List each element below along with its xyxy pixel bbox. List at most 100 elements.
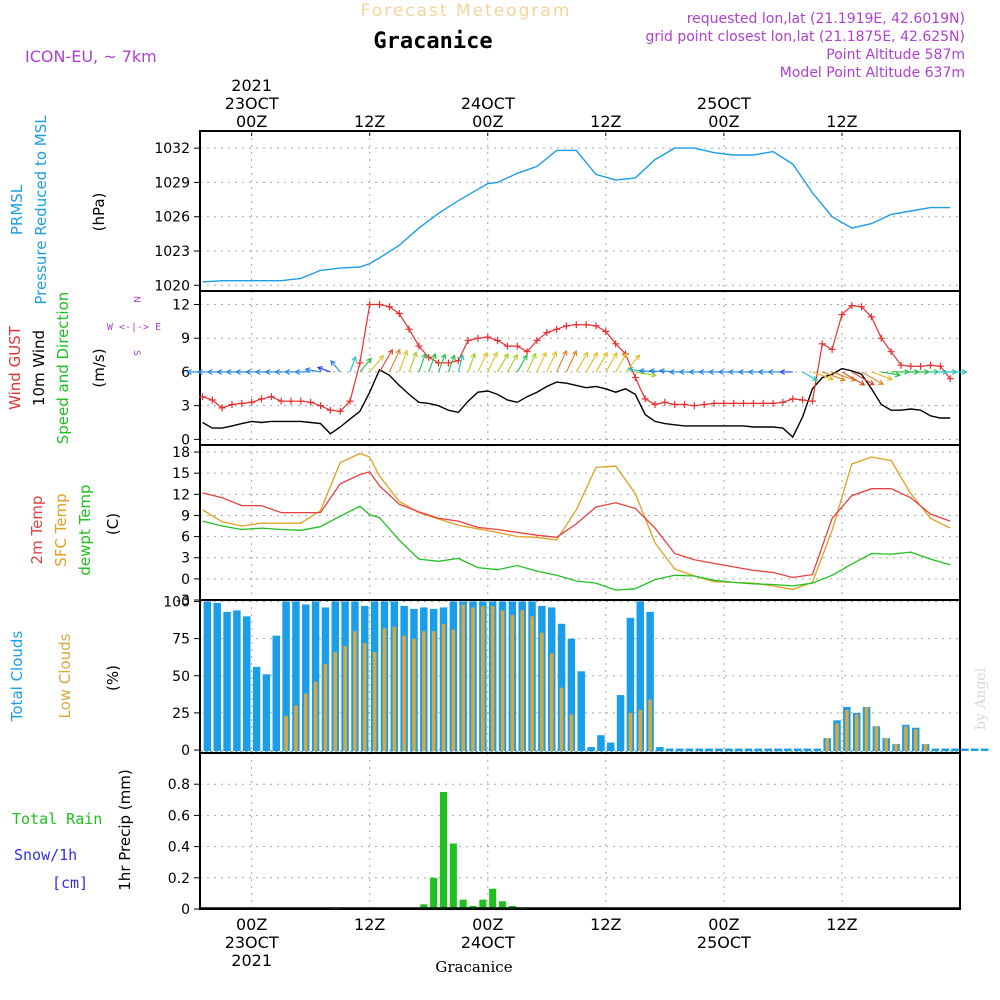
time-label: 12Z [354, 112, 385, 131]
wind-arrow-head [294, 369, 301, 375]
total-cloud-bar [675, 748, 684, 752]
gust-marker [651, 401, 659, 409]
wind-arrow [428, 353, 436, 373]
low-cloud-bar [559, 687, 564, 752]
low-clouds-label: Low Clouds [56, 633, 74, 718]
total-cloud-bar [282, 601, 290, 752]
wind-arrow [625, 354, 640, 373]
y-tick-label: 9 [181, 331, 190, 347]
gust-marker [759, 399, 767, 407]
low-cloud-bar [628, 712, 633, 752]
wind-speed-line [202, 367, 951, 439]
y-tick-label: 1032 [154, 141, 190, 157]
gust-marker [297, 397, 305, 405]
gust-marker [867, 313, 875, 321]
wind-arrow [477, 352, 488, 373]
time-label: 23OCT [225, 933, 279, 952]
low-cloud-bar [431, 631, 436, 752]
gust-marker [877, 334, 885, 342]
gust-marker [405, 325, 413, 333]
temp2m-label: 2m Temp [28, 496, 46, 565]
total-cloud-bar [223, 611, 231, 752]
total-cloud-bar [744, 748, 753, 752]
time-label: 12Z [826, 915, 857, 934]
wind-arrow-head [402, 349, 409, 356]
total-cloud-bar [203, 601, 212, 752]
total-cloud-bar [715, 748, 723, 752]
total-cloud-bar [666, 748, 674, 752]
total-cloud-bar [725, 748, 733, 752]
wind-arrow-head [727, 369, 734, 375]
wind-arrow [516, 354, 528, 373]
wind-arrow [526, 353, 537, 373]
requested-coords: requested lon,lat (21.1919E, 42.6019N) [687, 11, 965, 27]
gust-marker [700, 401, 708, 409]
y-tick-label: -3 [176, 593, 190, 609]
total-cloud-bar [931, 748, 940, 752]
precip-plot: 0 0.2 0.4 0.6 0.8 [168, 752, 961, 918]
wind-arrow-head [562, 349, 568, 356]
wind-arrow [487, 352, 498, 373]
wind-arrow-head [206, 369, 213, 375]
wind-arrow [369, 355, 384, 373]
gust-marker [690, 402, 698, 410]
gust-marker [395, 309, 403, 317]
gust-marker [661, 398, 669, 406]
wind-arrow-head [583, 351, 589, 358]
wind-arrow-head [512, 353, 518, 360]
wind-unit: (m/s) [90, 348, 108, 387]
gust-marker [749, 399, 757, 407]
precip-panel: Total Rain Snow/1h [cm] 1hr Precip (mm) … [12, 752, 961, 918]
low-cloud-bar [540, 632, 544, 752]
wind-direction-label: Speed and Direction [54, 292, 72, 445]
wind-arrow-head [503, 352, 509, 359]
wind-arrow [330, 360, 341, 373]
wind-arrow [506, 354, 518, 373]
wind-arrow [575, 352, 589, 373]
gust-marker [513, 342, 521, 350]
wind-arrow [605, 352, 618, 373]
wind-arrow [595, 352, 608, 373]
gust-marker [543, 329, 551, 337]
wind-arrow-head [621, 352, 627, 359]
wind-arrow-head [859, 380, 866, 386]
y-tick-label: 0 [181, 743, 190, 759]
gust-marker [671, 401, 679, 409]
time-label: 12Z [590, 112, 621, 131]
wind-arrow-head [274, 369, 281, 375]
low-cloud-bar [904, 726, 908, 752]
wind-arrow-head [827, 375, 835, 381]
wind-arrow-head [612, 351, 618, 358]
wind-arrow [585, 352, 598, 373]
low-cloud-bar [894, 744, 898, 752]
wind-arrow-head [894, 371, 901, 378]
precip-ylabel: 1hr Precip (mm) [116, 769, 134, 890]
wind-arrow-head [757, 369, 764, 375]
total-cloud-bar [646, 611, 654, 752]
gust-marker [444, 359, 452, 367]
total-cloud-bar [252, 666, 261, 752]
wind-arrow-head [839, 376, 846, 382]
gust-marker [356, 359, 364, 367]
gust-marker [887, 348, 895, 356]
time-label: 23OCT [225, 94, 279, 113]
pressure-panel: PRMSL Pressure Reduced to MSL (hPa) 1020… [8, 115, 961, 305]
rain-bar [498, 901, 507, 909]
gust-marker [494, 336, 502, 344]
gust-marker [740, 399, 748, 407]
time-label: 00Z [472, 112, 503, 131]
total-cloud-bar [557, 623, 566, 752]
total-cloud-bar [764, 748, 772, 752]
wind-arrow-head [887, 375, 894, 381]
gust-marker [238, 399, 246, 407]
gust-marker [838, 311, 846, 319]
wind-arrow-head [648, 368, 655, 374]
gust-marker [257, 395, 265, 403]
time-label: 00Z [472, 915, 503, 934]
y-tick-label: 50 [172, 669, 190, 685]
low-cloud-bar [845, 709, 849, 752]
time-label: 24OCT [461, 933, 515, 952]
wind-arrow-head [571, 350, 578, 357]
total-cloud-bar [242, 616, 251, 752]
y-tick-label: 0.6 [168, 808, 190, 824]
